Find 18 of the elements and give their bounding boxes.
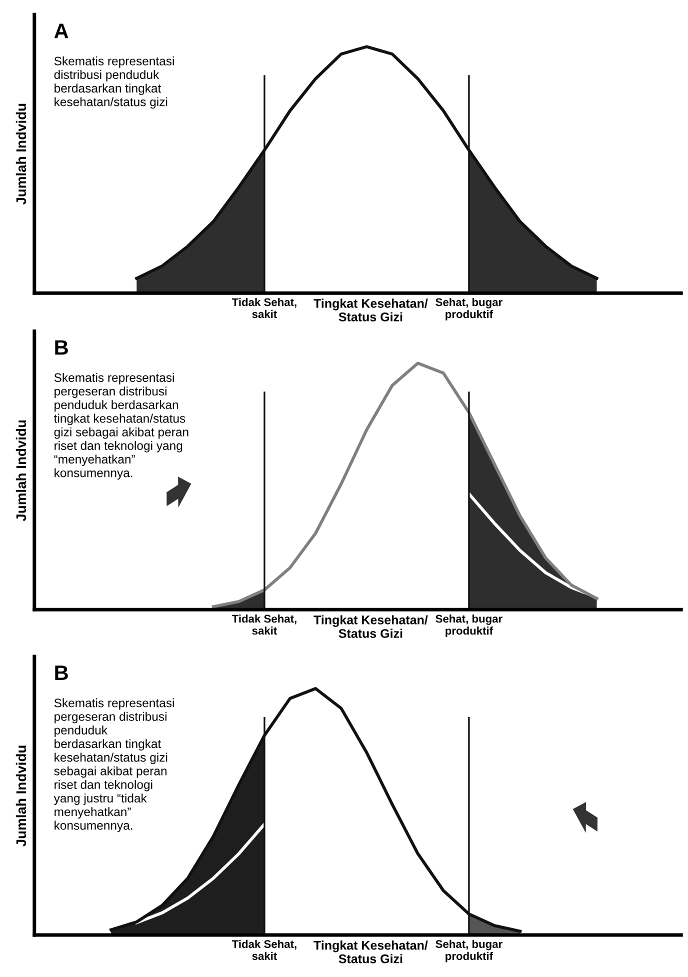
y-axis-title: Jumlah Indvidu bbox=[16, 746, 26, 846]
chart-title: B bbox=[55, 666, 68, 680]
x-tick-label: Sehat, bugar produktif bbox=[436, 614, 502, 637]
x-axis-title: Tingkat Kesehatan/ Status Gizi bbox=[314, 615, 428, 638]
x-tick-label: Sehat, bugar produktif bbox=[436, 940, 502, 962]
x-tick-label: Tidak Sehat, sakit bbox=[232, 614, 296, 635]
chart-title: A bbox=[54, 24, 68, 38]
y-axis-title: Jumlah Indvidu bbox=[16, 420, 26, 522]
annotation: Skematis representasi pergeseran distribusi penduduk berdasarkan tingkat kesehatan/status gizi sebagai akibat peran riset dan teknologi yang “menyehatkan” konsumennya. bbox=[54, 372, 188, 480]
y-axis-title: Jumlah Indvidu bbox=[16, 104, 26, 205]
x-tick-label: Tidak Sehat, sakit bbox=[232, 940, 296, 960]
x-axis-title: Tingkat Kesehatan/ Status Gizi bbox=[314, 940, 428, 964]
x-axis-title: Tingkat Kesehatan/ Status Gizi bbox=[314, 298, 428, 322]
text: Skematis representasi pergeseran distribusi penduduk berdasarkan tingkat kesehatan/status gizi sebagai akibat peran riset dan teknologi yang justru “tidak menyehatkan” konsumennya. bbox=[54, 698, 174, 832]
x-tick-label: Tidak Sehat, sakit bbox=[232, 298, 296, 318]
annotation: Skematis representasi distribusi penduduk berdasarkan tingkat kesehatan/status gizi bbox=[54, 56, 174, 109]
chart-title: B bbox=[55, 340, 68, 355]
x-tick-label: Sehat, bugar produktif bbox=[436, 298, 502, 320]
